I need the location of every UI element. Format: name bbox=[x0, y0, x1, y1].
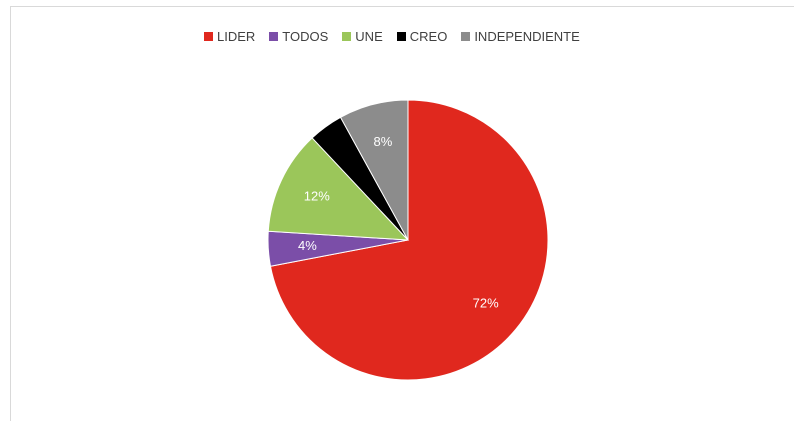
legend-swatch-une bbox=[342, 32, 352, 41]
legend-swatch-creo bbox=[396, 32, 406, 41]
legend-item-une: UNE bbox=[342, 29, 383, 44]
legend-label-creo: CREO bbox=[409, 29, 448, 44]
legend: LIDER TODOS UNE CREO INDEPENDIENTE bbox=[204, 29, 580, 44]
legend-label-lider: LIDER bbox=[217, 29, 256, 44]
legend-label-independiente: INDEPENDIENTE bbox=[474, 29, 580, 44]
legend-label-todos: TODOS bbox=[282, 29, 329, 44]
legend-swatch-todos bbox=[269, 32, 279, 41]
legend-item-independiente: INDEPENDIENTE bbox=[461, 29, 580, 44]
legend-item-creo: CREO bbox=[396, 29, 448, 44]
legend-label-une: UNE bbox=[355, 29, 383, 44]
pie-slice-independiente bbox=[339, 99, 409, 241]
data-label-independiente: 8% bbox=[374, 134, 393, 149]
legend-item-lider: LIDER bbox=[204, 29, 255, 44]
legend-item-todos: TODOS bbox=[269, 29, 328, 44]
data-label-une: 12% bbox=[304, 189, 330, 204]
legend-swatch-independiente bbox=[461, 32, 471, 41]
pie-slice-lider bbox=[269, 99, 549, 381]
data-label-lider: 72% bbox=[473, 296, 499, 311]
data-label-todos: 4% bbox=[298, 238, 317, 253]
pie-slice-une bbox=[267, 137, 410, 241]
legend-swatch-lider bbox=[204, 32, 213, 41]
